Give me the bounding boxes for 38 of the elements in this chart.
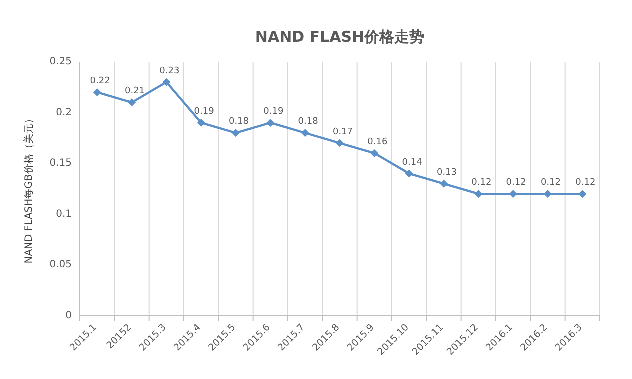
chart-title: NAND FLASH价格走势 [255,28,425,46]
point [301,129,310,138]
y-tick-label: 0 [66,310,72,322]
data-label: 0.14 [402,158,423,168]
y-tick-label: 0.05 [50,260,72,271]
data-label: 0.12 [472,178,492,188]
point [232,129,240,138]
point [128,98,136,107]
point [474,190,483,198]
y-axis-title: NAND FLASH每GB价格（美元） [23,114,35,264]
y-tick-label: 0.2 [56,107,72,118]
y-tick-label: 0.1 [56,208,72,220]
point [266,118,275,127]
data-label: 0.12 [576,178,596,188]
point [405,170,414,178]
point [544,190,552,198]
point [440,180,448,188]
data-label: 0.13 [436,168,458,178]
data-label: 0.23 [160,66,180,76]
data-label: 0.18 [298,117,319,128]
point [162,78,171,86]
point [578,190,587,198]
y-tick-label: 0.15 [50,158,72,170]
point [336,139,344,148]
point [197,118,206,127]
data-label: 0.17 [332,127,354,138]
data-label: 0.22 [90,76,110,86]
data-label: 0.12 [540,178,562,188]
data-label: 0.19 [264,106,284,117]
data-label: 0.12 [506,178,526,188]
data-label: 0.21 [124,86,146,97]
data-label: 0.18 [228,117,250,128]
point [370,149,379,158]
y-tick-label: 0.25 [50,56,72,68]
data-label: 0.16 [368,137,388,148]
data-label: 0.19 [194,106,215,117]
point [93,88,102,96]
point [509,190,518,198]
